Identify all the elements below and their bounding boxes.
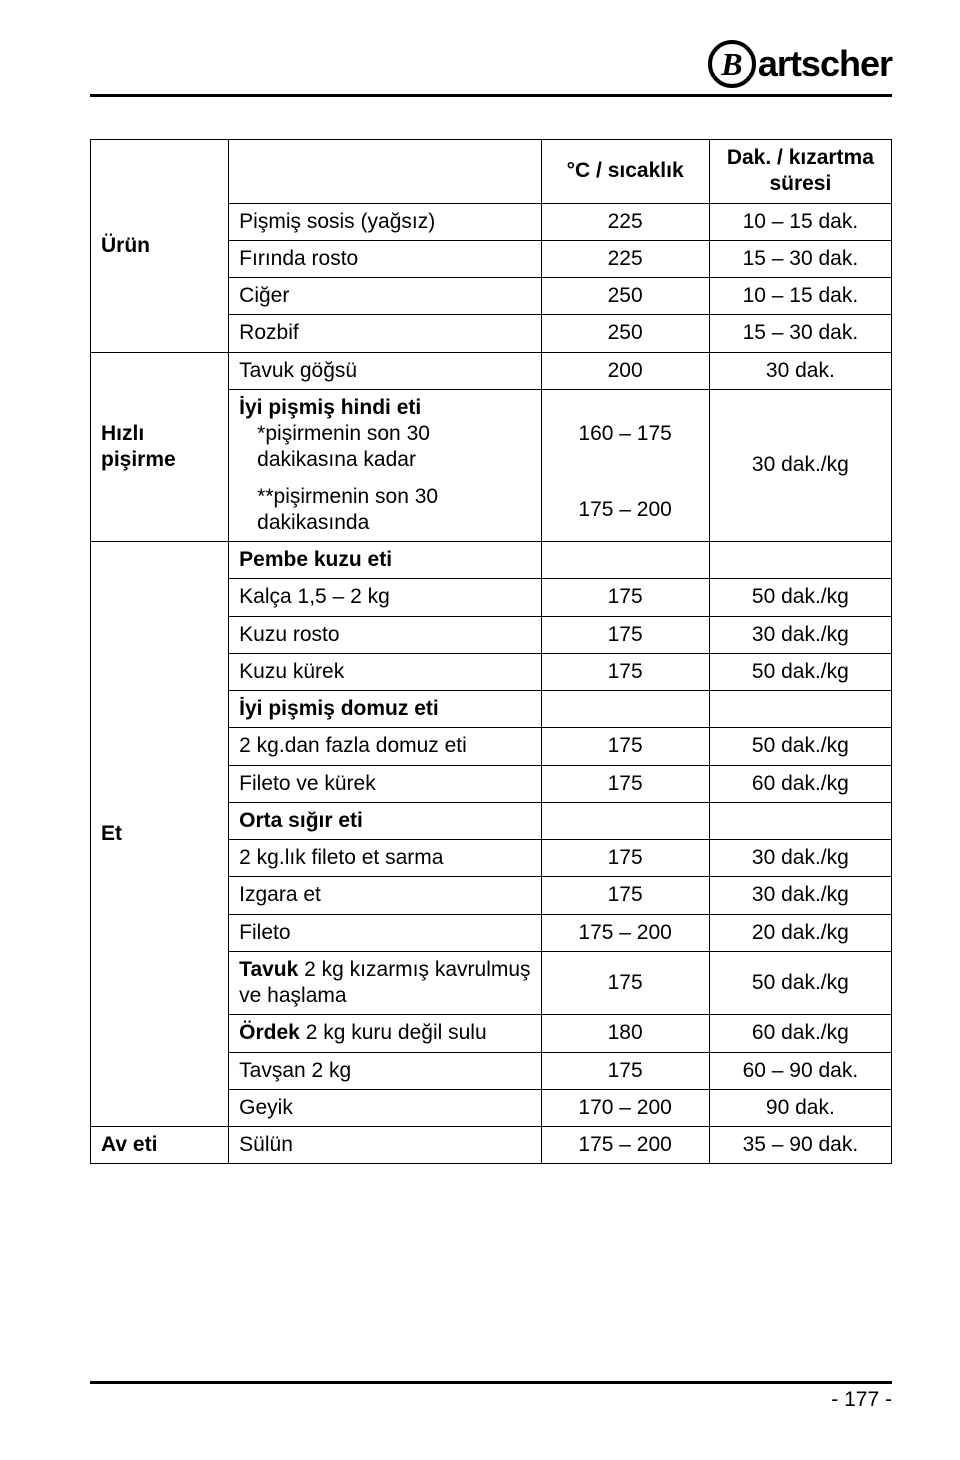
row-temp: 175 [541,1052,709,1089]
row-label: Izgara et [229,877,541,914]
table-row: Av eti Sülün 175 – 200 35 – 90 dak. [91,1127,892,1164]
row-time: 35 – 90 dak. [709,1127,891,1164]
row-time: 15 – 30 dak. [709,315,891,352]
row-time [709,802,891,839]
row-time: 30 dak./kg [709,389,891,541]
row-temp: 170 – 200 [541,1089,709,1126]
header-temp: °C / sıcaklık [541,140,709,204]
top-divider [90,94,892,97]
row-time: 30 dak./kg [709,616,891,653]
row-label: Fileto ve kürek [229,765,541,802]
page-number: - 177 - [90,1388,892,1412]
group-fast: Hızlı pişirme [91,352,229,542]
brand-logo: artscher [708,40,892,88]
row-label: Rozbif [229,315,541,352]
row-label: 2 kg.dan fazla domuz eti [229,728,541,765]
table-row: Hızlı pişirme Tavuk göğsü 200 30 dak. [91,352,892,389]
row-label-bold: Ördek [239,1021,300,1044]
row-label: Kalça 1,5 – 2 kg [229,579,541,616]
blank-cell [229,171,541,203]
row-time: 20 dak./kg [709,914,891,951]
row-time: 15 – 30 dak. [709,240,891,277]
row-temp: 250 [541,278,709,315]
row-time: 90 dak. [709,1089,891,1126]
row-label: Kuzu kürek [229,653,541,690]
row-label: Orta sığır eti [229,802,541,839]
logo-b-icon [708,40,756,88]
header-time-l2: süresi [769,172,831,195]
row-label: Tavuk 2 kg kızarmış kavrulmuş ve haşlama [229,951,541,1015]
row-time: 30 dak./kg [709,877,891,914]
table-row: Et Pembe kuzu eti [91,542,892,579]
row-label: Fırında rosto [229,240,541,277]
header-product: Ürün [91,140,229,353]
row-temp: 160 – 175 [541,389,709,478]
row-temp: 175 [541,579,709,616]
row-label: İyi pişmiş hindi eti *pişirmenin son 30 … [229,389,541,478]
logo-text: artscher [758,43,892,85]
table-header-row: Ürün °C / sıcaklık Dak. / kızartma süres… [91,140,892,172]
row-time: 50 dak./kg [709,653,891,690]
row-time: 60 dak./kg [709,1015,891,1052]
row-time: 10 – 15 dak. [709,278,891,315]
row-temp: 175 [541,728,709,765]
group-game: Av eti [91,1127,229,1164]
group-meat: Et [91,542,229,1127]
row-temp: 175 – 200 [541,479,709,542]
row-label: Ördek 2 kg kuru değil sulu [229,1015,541,1052]
row-time [709,691,891,728]
cooking-table: Ürün °C / sıcaklık Dak. / kızartma süres… [90,139,892,1164]
row-temp [541,691,709,728]
row-time: 50 dak./kg [709,728,891,765]
row-time: 10 – 15 dak. [709,203,891,240]
row-time: 50 dak./kg [709,951,891,1015]
blank-cell [229,140,541,172]
row-time: 30 dak./kg [709,840,891,877]
row-temp: 175 [541,616,709,653]
row-temp: 175 [541,877,709,914]
row-label: İyi pişmiş domuz eti [229,691,541,728]
header-time: Dak. / kızartma süresi [709,140,891,204]
row-time: 30 dak. [709,352,891,389]
row-temp: 225 [541,240,709,277]
row-label: Ciğer [229,278,541,315]
row-time: 60 – 90 dak. [709,1052,891,1089]
footer: - 177 - [90,1381,892,1412]
row-temp: 225 [541,203,709,240]
row-label: Sülün [229,1127,541,1164]
header-time-l1: Dak. / kızartma [727,146,874,169]
row-label: Kuzu rosto [229,616,541,653]
row-label: Fileto [229,914,541,951]
row-temp: 175 [541,765,709,802]
row-temp: 180 [541,1015,709,1052]
bottom-divider [90,1381,892,1384]
row-temp: 175 – 200 [541,1127,709,1164]
logo-row: artscher [90,40,892,88]
row-temp: 250 [541,315,709,352]
row-temp [541,802,709,839]
row-label: **pişirmenin son 30 dakikasında [229,479,541,542]
row-label-bold: Tavuk [239,958,298,981]
row-label: Tavuk göğsü [229,352,541,389]
row-label-rest: 2 kg kuru değil sulu [300,1021,487,1044]
row-temp [541,542,709,579]
row-time [709,542,891,579]
row-temp: 175 [541,840,709,877]
row-time: 60 dak./kg [709,765,891,802]
row-label: Pişmiş sosis (yağsız) [229,203,541,240]
row-label-bold: İyi pişmiş hindi eti [239,396,421,419]
row-label-sub: *pişirmenin son 30 dakikasına kadar [239,421,530,474]
row-temp: 200 [541,352,709,389]
row-label: Geyik [229,1089,541,1126]
row-label: 2 kg.lık fileto et sarma [229,840,541,877]
row-temp: 175 – 200 [541,914,709,951]
row-temp: 175 [541,653,709,690]
row-label: Pembe kuzu eti [229,542,541,579]
row-temp: 175 [541,951,709,1015]
row-label: Tavşan 2 kg [229,1052,541,1089]
row-time: 50 dak./kg [709,579,891,616]
